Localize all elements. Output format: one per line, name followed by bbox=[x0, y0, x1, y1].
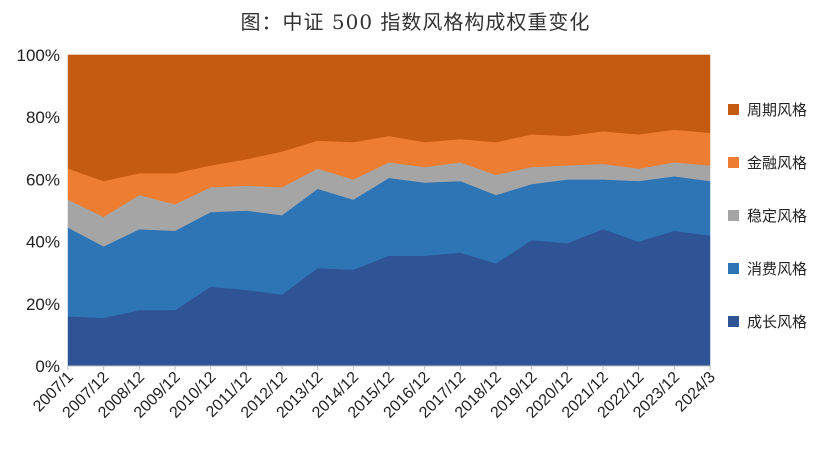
y-tick-label: 60% bbox=[26, 170, 60, 189]
y-tick-label: 20% bbox=[26, 295, 60, 314]
x-axis-ticks: 2007/12007/122008/122009/122010/122011/1… bbox=[30, 366, 719, 422]
legend-swatch bbox=[728, 262, 739, 274]
legend-item: 成长风格 bbox=[728, 310, 807, 332]
legend-label: 稳定风格 bbox=[747, 206, 808, 225]
legend-swatch bbox=[728, 209, 739, 221]
legend-swatch bbox=[728, 103, 739, 115]
legend-item: 金融风格 bbox=[728, 151, 807, 173]
area-layer bbox=[67, 54, 711, 367]
x-tick-label: 2024/3 bbox=[672, 369, 719, 416]
legend-label: 金融风格 bbox=[747, 153, 808, 172]
legend-item: 稳定风格 bbox=[728, 204, 807, 226]
y-tick-label: 0% bbox=[35, 357, 60, 376]
legend-label: 消费风格 bbox=[747, 259, 808, 278]
legend-label: 周期风格 bbox=[747, 100, 808, 119]
legend-item: 消费风格 bbox=[728, 257, 807, 279]
legend: 周期风格金融风格稳定风格消费风格成长风格 bbox=[728, 98, 807, 363]
y-tick-label: 80% bbox=[26, 108, 60, 127]
legend-swatch bbox=[728, 156, 739, 168]
y-tick-label: 100% bbox=[17, 46, 60, 65]
chart-title: 图：中证 500 指数风格构成权重变化 bbox=[240, 10, 591, 34]
y-axis-ticks: 0% 20% 40% 60% 80% 100% bbox=[17, 46, 60, 376]
legend-label: 成长风格 bbox=[747, 312, 808, 331]
legend-swatch bbox=[728, 315, 739, 327]
area-series-5 bbox=[67, 54, 711, 182]
y-tick-label: 40% bbox=[26, 233, 60, 252]
legend-item: 周期风格 bbox=[728, 98, 807, 120]
